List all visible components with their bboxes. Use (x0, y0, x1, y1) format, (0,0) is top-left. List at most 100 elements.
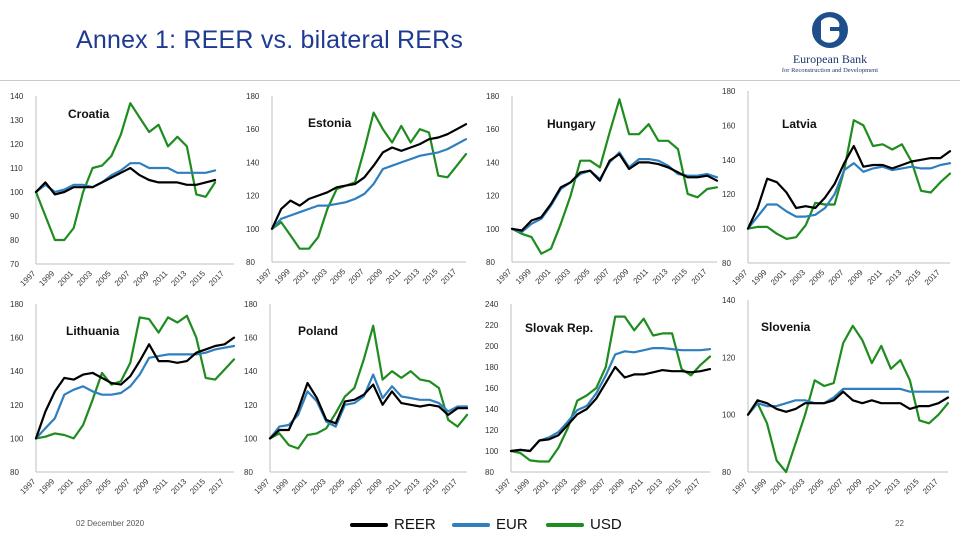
x-tick-label: 2011 (864, 477, 883, 496)
x-tick-label: 2013 (403, 477, 422, 496)
x-tick-label: 1997 (18, 269, 37, 288)
y-tick-label: 100 (246, 225, 260, 234)
x-tick-label: 2015 (664, 477, 683, 496)
x-tick-label: 2015 (421, 267, 440, 286)
series-line-reer (270, 123, 468, 230)
series-line-usd (510, 98, 719, 255)
panel-title-lithuania: Lithuania (66, 324, 120, 338)
x-tick-label: 2011 (632, 267, 651, 286)
x-tick-label: 2017 (923, 268, 942, 287)
x-tick-label: 1999 (273, 267, 292, 286)
y-tick-label: 130 (10, 116, 24, 125)
x-tick-label: 2001 (56, 477, 75, 496)
x-tick-label: 2003 (310, 267, 329, 286)
footer-date: 02 December 2020 (76, 519, 145, 528)
x-tick-label: 1999 (514, 267, 533, 286)
x-tick-label: 2015 (421, 477, 440, 496)
y-tick-label: 100 (486, 225, 500, 234)
x-tick-label: 2009 (607, 477, 626, 496)
y-tick-label: 160 (10, 334, 24, 343)
y-tick-label: 140 (10, 92, 24, 101)
x-tick-label: 2009 (612, 267, 631, 286)
series-line-reer (510, 153, 719, 232)
x-tick-label: 2007 (592, 267, 611, 286)
series-line-reer (34, 336, 236, 440)
y-tick-label: 120 (722, 353, 736, 362)
panel-title-croatia: Croatia (68, 107, 110, 121)
x-tick-label: 2015 (188, 269, 207, 288)
x-tick-label: 2009 (846, 268, 865, 287)
y-tick-label: 240 (485, 300, 499, 309)
y-tick-label: 140 (10, 367, 24, 376)
x-tick-label: 1997 (18, 477, 37, 496)
panel-title-latvia: Latvia (782, 117, 817, 131)
x-tick-label: 2009 (132, 269, 151, 288)
x-tick-label: 2017 (690, 267, 709, 286)
x-tick-label: 2005 (573, 267, 592, 286)
y-tick-label: 80 (10, 468, 19, 477)
y-tick-label: 160 (244, 334, 258, 343)
legend-swatch-usd (546, 523, 584, 527)
x-tick-label: 2015 (188, 477, 207, 496)
x-tick-label: 2017 (439, 267, 458, 286)
x-tick-label: 1997 (494, 267, 513, 286)
x-tick-label: 2015 (670, 267, 689, 286)
series-line-eur (268, 373, 469, 440)
x-tick-label: 2011 (866, 268, 885, 287)
x-tick-label: 2005 (807, 477, 826, 496)
series-line-usd (34, 102, 217, 242)
x-tick-label: 2005 (807, 268, 826, 287)
x-tick-label: 2005 (328, 477, 347, 496)
series-line-eur (746, 387, 950, 416)
ebrd-logo: European Bank for Reconstruction and Dev… (760, 8, 900, 78)
x-tick-label: 2003 (75, 269, 94, 288)
y-tick-label: 220 (485, 321, 499, 330)
x-tick-label: 2009 (845, 477, 864, 496)
x-tick-label: 1997 (252, 477, 271, 496)
x-tick-label: 1999 (37, 477, 56, 496)
x-tick-label: 2003 (553, 267, 572, 286)
series-line-reer (746, 390, 950, 416)
y-tick-label: 80 (10, 236, 19, 245)
panel-title-slovenia: Slovenia (761, 320, 811, 334)
slide-title: Annex 1: REER vs. bilateral RERs (76, 26, 464, 54)
series-line-reer (268, 381, 469, 440)
chart-legend: REER EUR USD (350, 514, 650, 536)
series-line-usd (746, 324, 950, 474)
legend-label-eur: EUR (496, 516, 528, 533)
series-line-usd (270, 111, 468, 250)
panel-title-estonia: Estonia (308, 116, 352, 130)
ebrd-logo-mark-icon (812, 12, 848, 48)
x-tick-label: 2013 (169, 477, 188, 496)
x-tick-label: 2015 (904, 268, 923, 287)
y-tick-label: 100 (244, 434, 258, 443)
x-tick-label: 2017 (683, 477, 702, 496)
series-line-usd (34, 314, 236, 440)
y-tick-label: 110 (10, 164, 23, 173)
x-tick-label: 2013 (883, 477, 902, 496)
header-divider (0, 80, 960, 81)
y-tick-label: 160 (722, 121, 736, 130)
y-tick-label: 120 (10, 140, 24, 149)
page-number: 22 (895, 519, 904, 528)
legend-swatch-reer (350, 523, 388, 527)
x-tick-label: 2011 (627, 477, 646, 496)
series-line-usd (509, 315, 712, 463)
x-tick-label: 1997 (730, 477, 749, 496)
x-tick-label: 2003 (309, 477, 328, 496)
x-tick-label: 2001 (291, 267, 310, 286)
y-tick-label: 70 (10, 260, 19, 269)
y-tick-label: 120 (722, 190, 736, 199)
x-tick-label: 2009 (365, 267, 384, 286)
y-tick-label: 180 (244, 300, 258, 309)
y-tick-label: 120 (10, 401, 24, 410)
y-tick-label: 180 (10, 300, 24, 309)
x-tick-label: 2011 (384, 477, 403, 496)
x-tick-label: 2013 (169, 269, 188, 288)
x-tick-label: 2007 (113, 477, 132, 496)
x-tick-label: 2007 (826, 477, 845, 496)
